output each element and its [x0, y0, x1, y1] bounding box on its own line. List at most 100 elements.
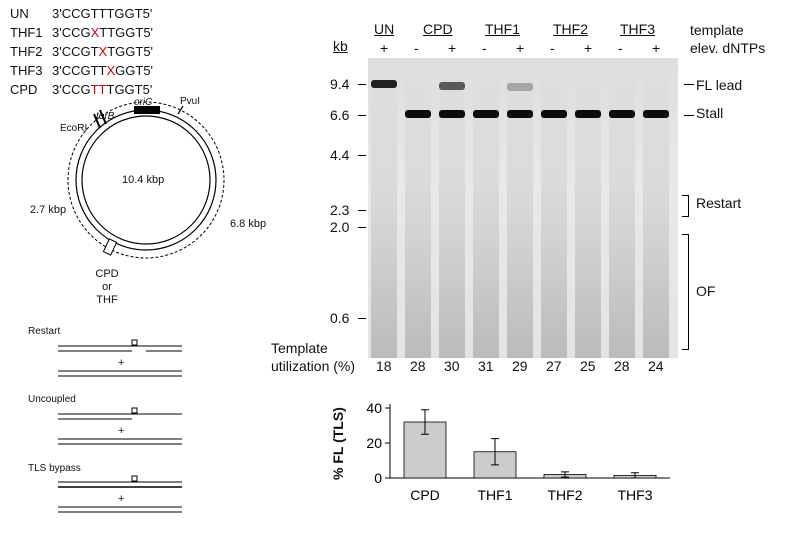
utilization-value: 27: [546, 358, 562, 374]
uncoupled-title: Uncoupled: [28, 394, 76, 405]
lesion-label-line: CPD: [95, 268, 119, 280]
gel-lane: [609, 58, 635, 358]
gel-band: [439, 110, 465, 118]
gel-band: [609, 110, 635, 118]
size-marker-label: 2.0: [330, 219, 350, 235]
lesion-label-line: THF: [96, 294, 118, 306]
terb-mark: [93, 113, 101, 129]
lesion-box: [131, 475, 138, 482]
plasmid-size: 10.4 kbp: [122, 174, 165, 186]
plus-sign: +: [118, 493, 125, 505]
oric-box: [134, 106, 160, 114]
sequence-name: CPD: [10, 82, 38, 97]
gel-lane: [507, 58, 533, 358]
utilization-value: 25: [580, 358, 596, 374]
bar-plot: 0 20 40 CPD THF1 THF2 THF3: [366, 400, 670, 503]
gel-band: [507, 83, 533, 91]
gel-image: [368, 58, 678, 358]
sequence-row: THF1 3'CCGXTTGGT5': [10, 25, 153, 40]
of-label: OF: [696, 283, 716, 299]
dntp-sign: +: [516, 40, 525, 56]
gel-band: [507, 110, 533, 118]
gel-band: [439, 82, 465, 90]
of-bracket: [682, 234, 689, 350]
gel-band: [575, 110, 601, 118]
sequence-text: TGGT5': [106, 82, 153, 97]
sequence-row: UN 3'CCGTTTGGT5': [10, 6, 152, 21]
lesion-mark: TT: [90, 82, 107, 97]
sequence-text: 3'CCGTTTGGT5': [52, 6, 153, 21]
y-tick-label: 0: [374, 470, 382, 486]
lesion-box: [131, 407, 138, 414]
y-tick-label: 20: [366, 435, 382, 451]
stall-tick: [684, 115, 694, 116]
sequence-text: TTGGT5': [99, 25, 154, 40]
gel-band: [473, 110, 499, 118]
group-label: THF3: [620, 21, 655, 37]
lesion-mark: X: [106, 63, 116, 78]
oric-label: oriC: [134, 97, 153, 108]
group-label: CPD: [423, 21, 453, 37]
gel-lane: [371, 58, 397, 358]
sequence-name: UN: [10, 6, 29, 21]
x-tick-label: CPD: [410, 487, 440, 503]
tls-title: TLS bypass: [28, 463, 81, 474]
plasmid-strand-circle: [81, 115, 211, 245]
sequence-text: TGGT5': [107, 44, 154, 59]
gel-lane: [575, 58, 601, 358]
gel-lane: [473, 58, 499, 358]
sequence-text: 3'CCG: [52, 25, 91, 40]
group-label: THF2: [553, 21, 588, 37]
gel-lane: [541, 58, 567, 358]
sequence-name: THF3: [10, 63, 43, 78]
sequence-text: GGT5': [115, 63, 154, 78]
gel-band: [643, 110, 669, 118]
x-tick-label: THF3: [618, 487, 653, 503]
dntp-sign: -: [414, 40, 419, 56]
dntp-sign: +: [584, 40, 593, 56]
sequence-text: 3'CCGT: [52, 44, 99, 59]
y-tick-label: 40: [366, 400, 382, 416]
restart-bracket: [682, 195, 689, 217]
lesion-label: CPD or THF: [92, 268, 122, 307]
gel-lane: [643, 58, 669, 358]
sequence-row: CPD 3'CCGTTTGGT5': [10, 82, 152, 97]
dntp-sign: -: [550, 40, 555, 56]
dntp-sign: +: [380, 40, 389, 56]
x-tick-label: THF2: [548, 487, 583, 503]
utilization-value: 30: [444, 358, 460, 374]
x-tick-label: THF1: [478, 487, 513, 503]
utilization-value: 18: [376, 358, 392, 374]
dntp-sign: +: [448, 40, 457, 56]
group-label: UN: [374, 21, 395, 37]
sequence-name: THF2: [10, 44, 43, 59]
left-size-label: 2.7 kbp: [30, 204, 67, 216]
terb-label: terB: [96, 111, 115, 122]
utilization-value: 29: [512, 358, 528, 374]
right-size-label: 6.8 kbp: [230, 218, 267, 230]
dntp-sign: -: [482, 40, 487, 56]
group-label: THF1: [485, 21, 520, 37]
dntp-sign: +: [652, 40, 661, 56]
dntp-label: elev. dNTPs: [690, 40, 766, 56]
fl-tick: [684, 84, 694, 85]
size-marker-tick: [358, 84, 366, 85]
plasmid-outer-dashed: [67, 101, 225, 259]
utilization-value: 28: [410, 358, 426, 374]
gel-band: [405, 110, 431, 118]
size-marker-tick: [358, 115, 366, 116]
sequence-text: 3'CCGTT: [52, 63, 107, 78]
lesion-site: [102, 238, 118, 256]
plus-sign: +: [118, 425, 125, 437]
size-marker-label: 0.6: [330, 310, 350, 326]
sequence-row: THF2 3'CCGTXTGGT5': [10, 44, 153, 59]
plasmid-diagram: [67, 101, 225, 259]
size-marker-label: 2.3: [330, 202, 350, 218]
lesion-label-line: or: [102, 281, 112, 293]
size-marker-tick: [358, 318, 366, 319]
restart-title: Restart: [28, 326, 61, 337]
bar-chart: 0 20 40 CPD THF1 THF2 THF3: [366, 400, 670, 503]
template-label: template: [690, 22, 744, 38]
utilization-value: 24: [648, 358, 664, 374]
size-marker-tick: [358, 210, 366, 211]
